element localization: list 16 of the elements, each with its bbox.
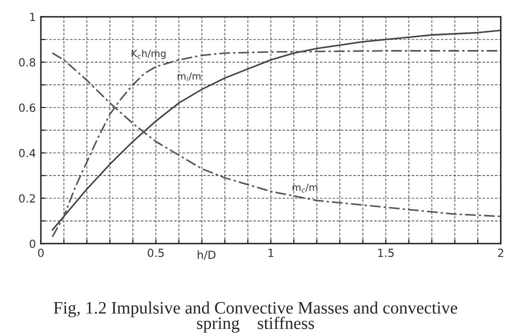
y-tick-label: 0.4 (19, 148, 36, 158)
x-tick-label: 2 (498, 248, 504, 257)
annotation: K$_{c}$h/mg (132, 50, 166, 59)
y-tick-label: 0.8 (19, 58, 36, 67)
x-tick-label: 0.5 (148, 248, 164, 258)
y-tick-label: 0.2 (19, 194, 35, 203)
annotation: m$_{i}$/m (178, 72, 200, 82)
text: Fig, 1.2 Impulsive and Convective Masses and convective spring stiffness (54, 301, 458, 333)
x-tick-label: 1.5 (378, 248, 394, 258)
x-tick-label: 0 (38, 248, 44, 258)
y-tick-label: 0.6 (19, 103, 36, 112)
y-tick-label: 1 (30, 12, 35, 22)
annotation: m$_{c}$/m (292, 184, 318, 192)
x-axis-title: h/D (198, 250, 216, 260)
y-tick-label: 0 (30, 240, 36, 248)
x-tick-label: 1 (268, 248, 274, 257)
